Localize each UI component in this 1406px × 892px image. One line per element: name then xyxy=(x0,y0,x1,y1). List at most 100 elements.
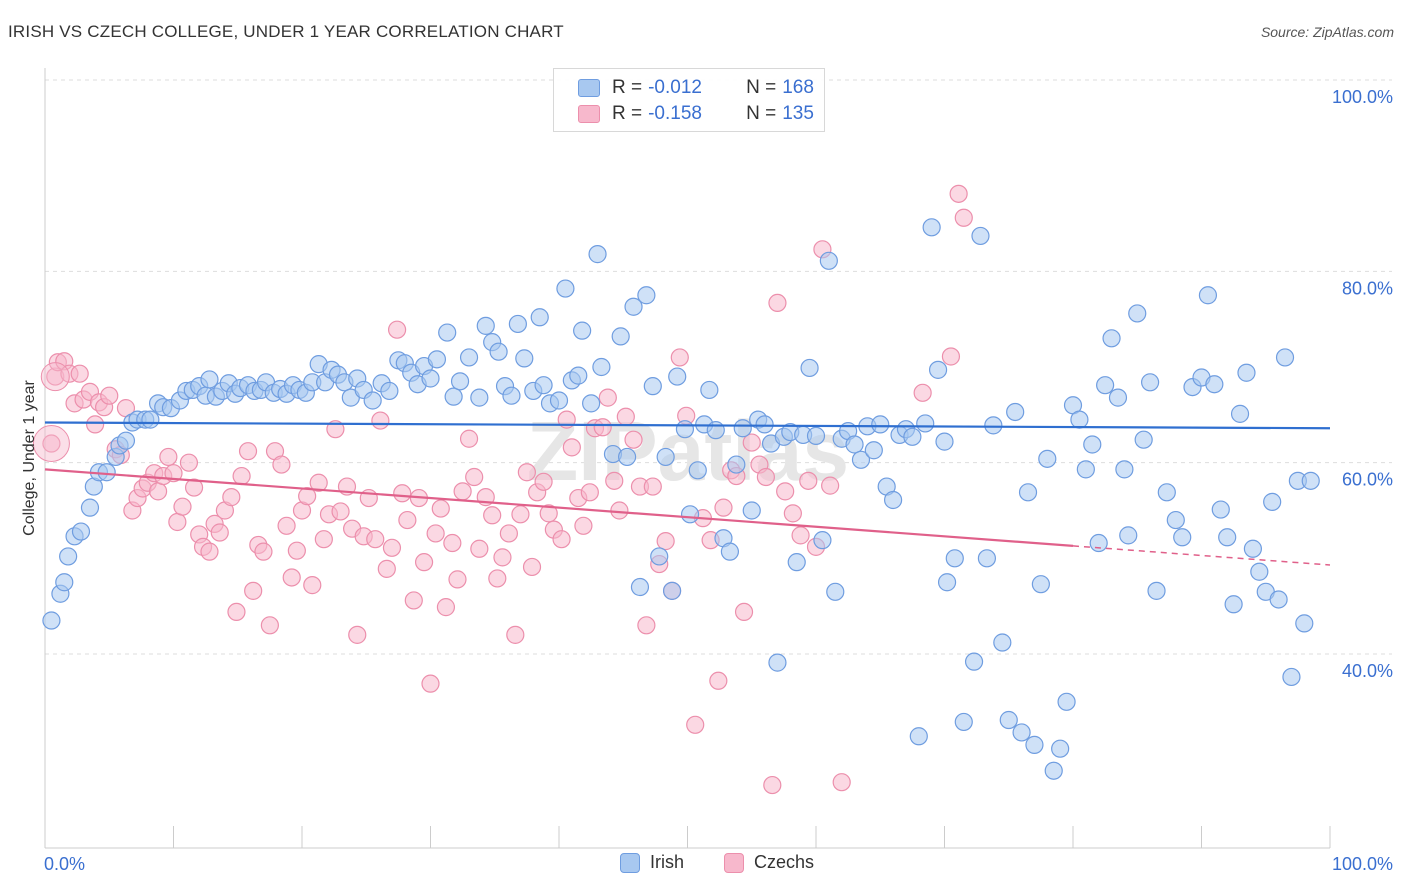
czechs-point xyxy=(314,530,333,549)
czechs-point xyxy=(173,497,192,516)
irish-point xyxy=(706,421,725,440)
irish-point xyxy=(1224,595,1243,614)
gridlines xyxy=(45,79,1392,655)
r-label: R = xyxy=(612,77,643,98)
irish-point xyxy=(800,358,819,378)
y-axis-label: College, Under 1 year xyxy=(21,380,38,536)
czechs-point xyxy=(387,320,407,339)
irish-point xyxy=(656,447,675,467)
czechs-point xyxy=(200,542,219,561)
czechs-point xyxy=(832,773,851,792)
axes xyxy=(44,68,1331,849)
irish-point xyxy=(945,549,964,568)
irish-point xyxy=(1282,667,1301,687)
irish-point xyxy=(993,633,1012,652)
irish-point xyxy=(928,360,948,379)
irish-point xyxy=(200,370,219,389)
czechs-point xyxy=(913,383,932,402)
czechs-point xyxy=(511,505,530,524)
czechs-point xyxy=(86,415,105,434)
trend-lines xyxy=(44,421,1331,566)
irish-point xyxy=(851,450,871,469)
irish-point xyxy=(421,369,440,388)
x-tick-label: 100.0% xyxy=(1332,854,1393,874)
irish-point xyxy=(662,581,682,600)
irish-trend-line xyxy=(44,421,1331,430)
irish-point xyxy=(569,366,588,385)
n-value: 135 xyxy=(782,103,814,124)
x-tick-label: 0.0% xyxy=(44,854,85,874)
irish-point xyxy=(1115,460,1134,479)
irish-swatch xyxy=(578,79,600,97)
irish-point xyxy=(1166,510,1185,530)
irish-point xyxy=(675,420,695,439)
czechs-point xyxy=(709,671,728,690)
czechs-point xyxy=(470,539,489,558)
irish-point xyxy=(883,490,903,510)
irish-point xyxy=(1198,286,1218,305)
irish-point xyxy=(720,542,740,561)
czechs-point xyxy=(506,625,525,644)
irish-point xyxy=(630,577,650,597)
irish-point xyxy=(787,553,806,572)
czechs-point xyxy=(488,569,507,588)
irish-point xyxy=(643,377,662,396)
czechs-point xyxy=(382,538,402,557)
tick-labels: 40.0% 60.0% 80.0% 100.0% 0.0% 100.0% xyxy=(44,87,1393,874)
czechs-point xyxy=(656,532,675,551)
irish-point xyxy=(427,350,447,369)
n-value: 168 xyxy=(782,77,814,98)
czechs-point xyxy=(377,559,396,578)
czechs-point xyxy=(159,447,178,467)
czechs-point xyxy=(522,557,542,577)
irish-point xyxy=(768,653,787,672)
irish-point xyxy=(733,419,752,438)
r-label: R = xyxy=(612,103,643,124)
irish-point xyxy=(1140,373,1160,392)
irish-point xyxy=(438,323,457,342)
czechs-point xyxy=(593,418,612,437)
irish-point xyxy=(1018,483,1038,502)
y-tick-label: 60.0% xyxy=(1342,470,1393,490)
irish-point xyxy=(476,316,495,335)
czechs-point xyxy=(371,411,390,430)
irish-point xyxy=(489,342,508,361)
irish-point xyxy=(534,376,553,395)
czechs-point xyxy=(414,553,434,572)
czechs-point xyxy=(574,516,593,535)
czechs-point xyxy=(714,498,733,517)
czechs-point xyxy=(799,471,818,490)
irish-point xyxy=(380,381,399,401)
czechs-point xyxy=(232,466,251,486)
y-tick-label: 40.0% xyxy=(1342,661,1393,681)
irish-point xyxy=(977,549,997,568)
czechs-point xyxy=(244,581,263,600)
czechs-points xyxy=(32,184,973,795)
irish-point xyxy=(1089,533,1108,553)
irish-point xyxy=(530,308,549,327)
czechs-point xyxy=(534,472,553,491)
irish-point xyxy=(1250,562,1269,581)
irish-point xyxy=(819,251,838,270)
irish-point xyxy=(999,710,1018,730)
irish-point xyxy=(1230,404,1250,423)
irish-legend-swatch xyxy=(620,852,640,873)
irish-point xyxy=(1263,492,1282,511)
r-value: -0.158 xyxy=(648,103,702,124)
czechs-point xyxy=(552,530,571,549)
irish-point xyxy=(1031,575,1050,594)
czechs-point xyxy=(254,542,273,561)
irish-point xyxy=(1134,430,1153,449)
czechs-point xyxy=(941,347,961,366)
irish-point xyxy=(141,410,160,429)
czechs-point xyxy=(598,388,617,407)
czechs-point xyxy=(298,487,317,506)
czechs-point xyxy=(768,293,787,313)
irish-point xyxy=(909,727,928,746)
czechs-point xyxy=(493,548,512,567)
irish-point xyxy=(826,582,845,601)
irish-point xyxy=(573,321,592,340)
irish-point xyxy=(864,441,883,460)
czechs-point xyxy=(605,471,624,490)
